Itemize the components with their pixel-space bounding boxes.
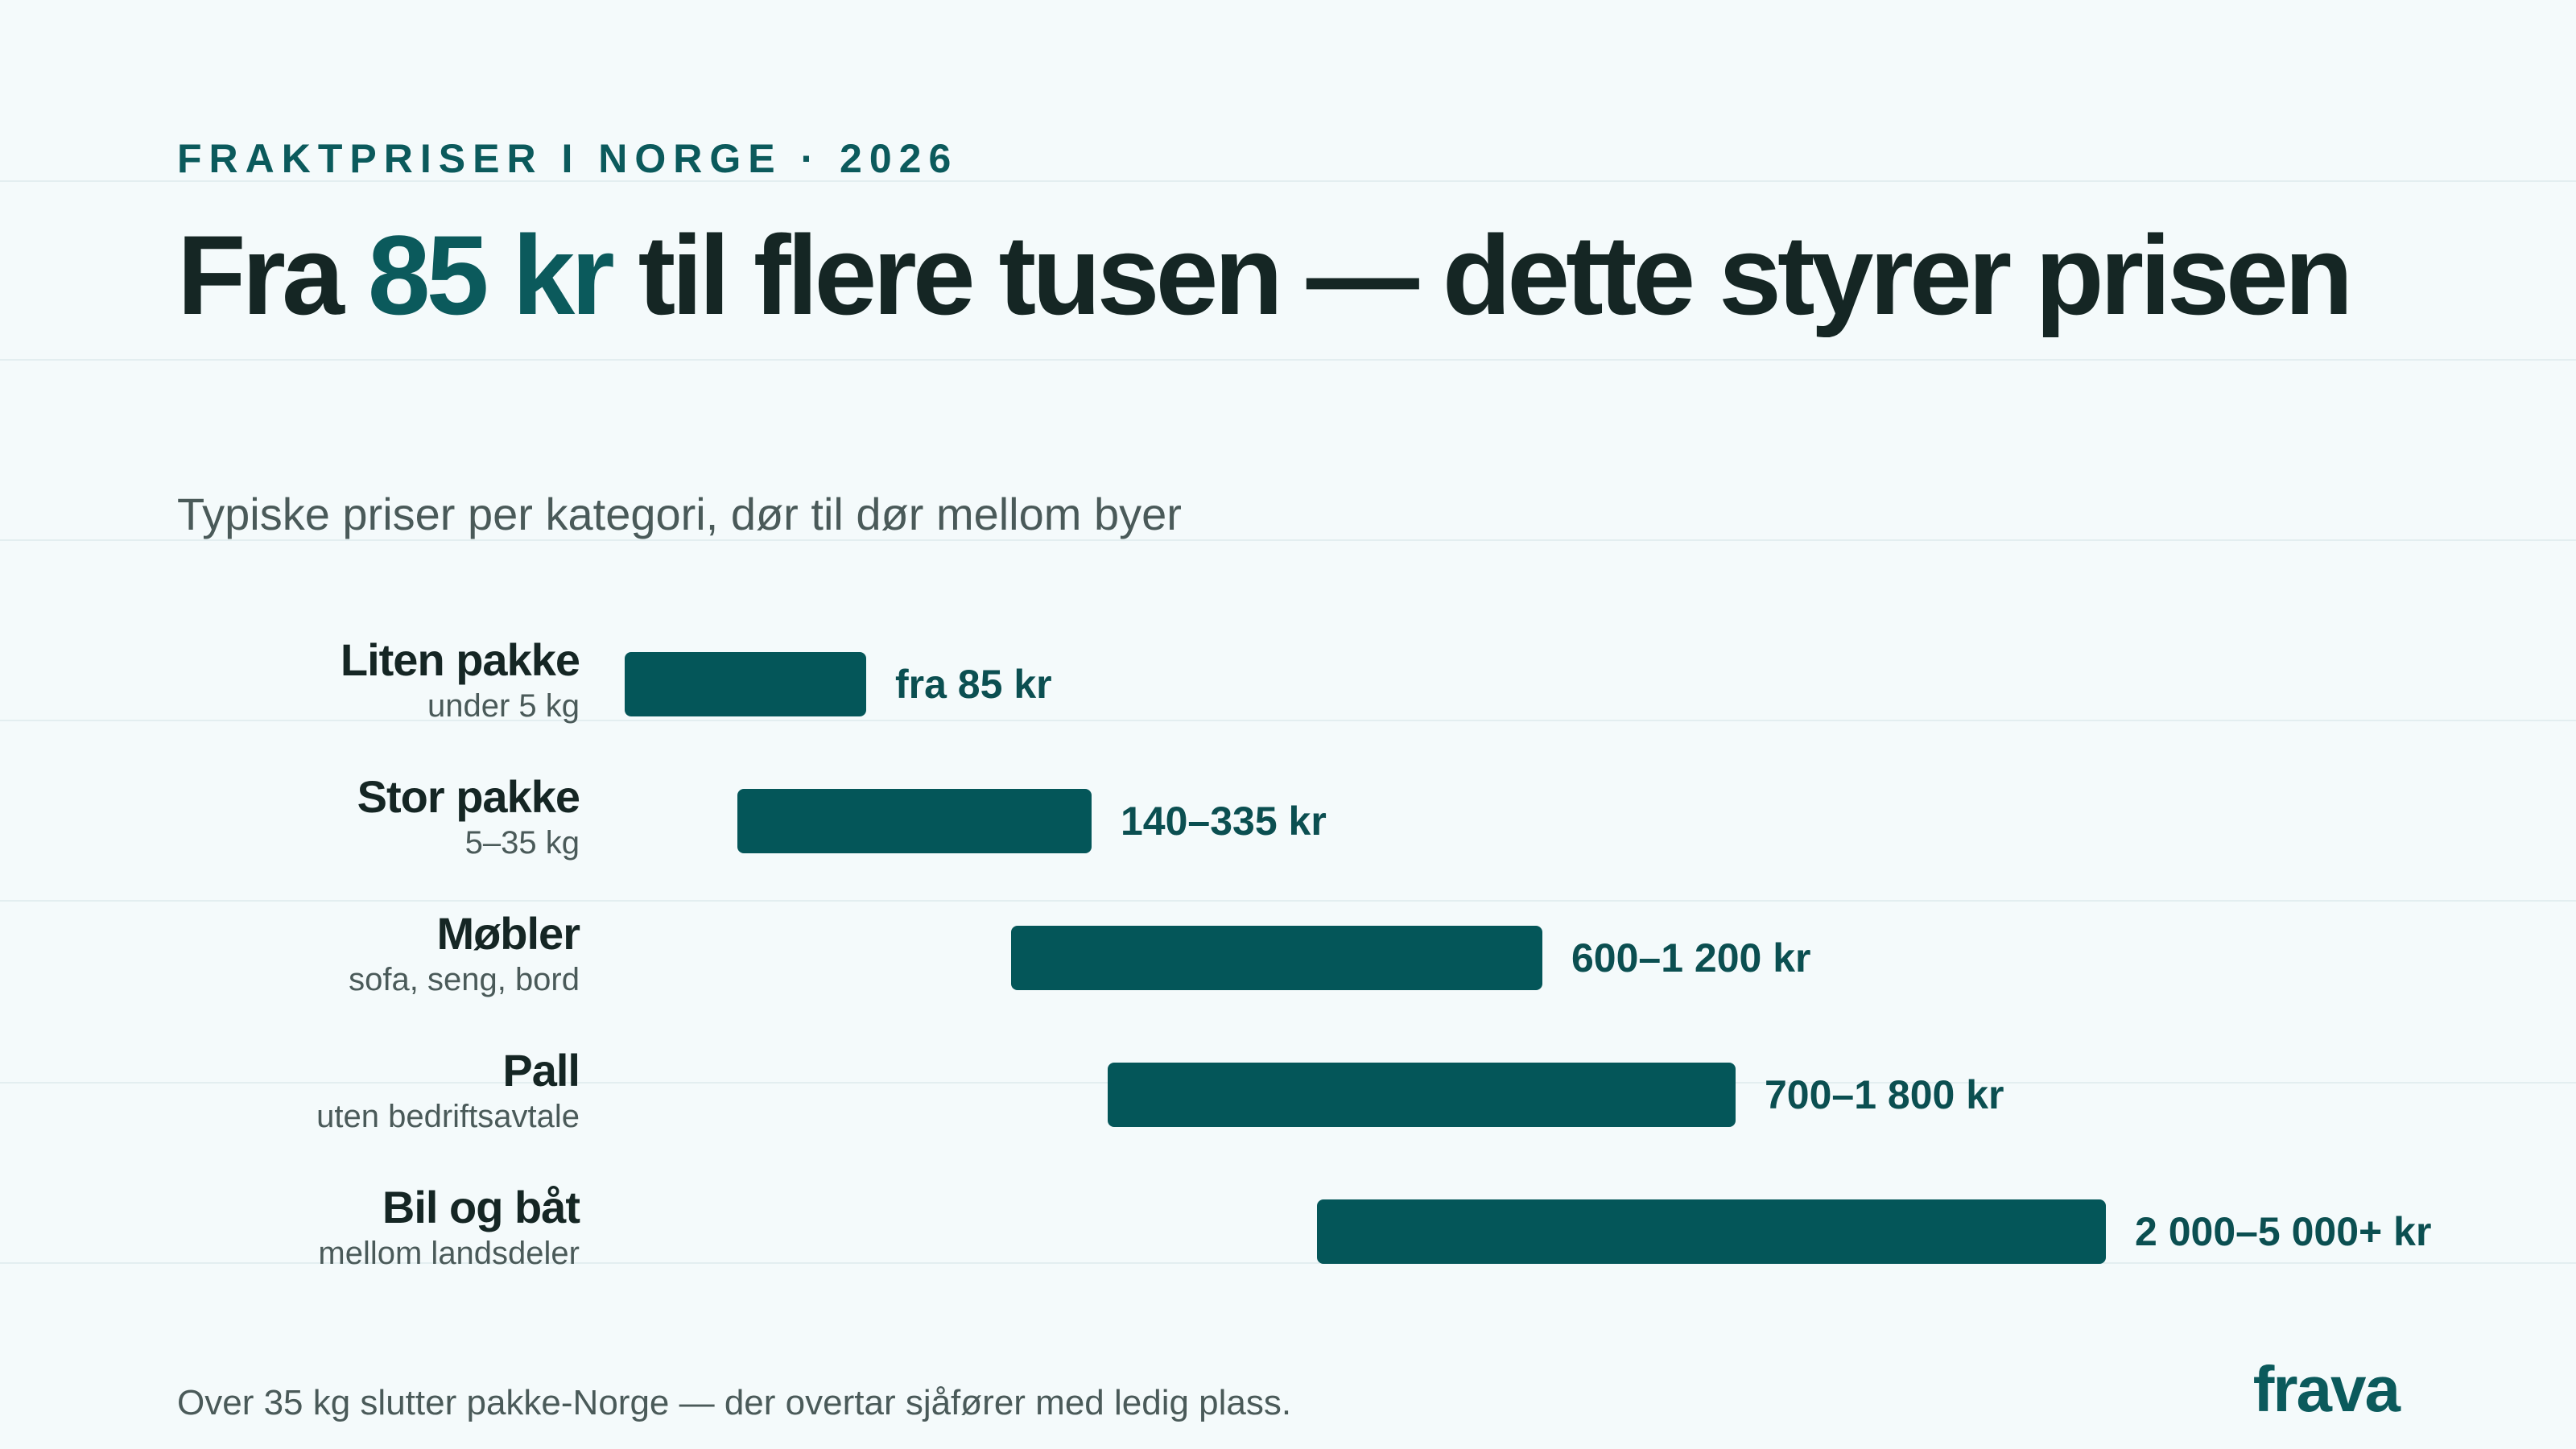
value-label: 2 000–5 000+ kr [2135,1209,2432,1254]
background-rule [0,1262,2576,1264]
category-label: Møbler sofa, seng, bord [349,908,580,1000]
value-label: 700–1 800 kr [1765,1072,2004,1117]
background-rule [0,359,2576,361]
value-label: 600–1 200 kr [1571,935,1811,980]
value-label: fra 85 kr [895,662,1052,707]
background-rule [0,180,2576,182]
headline-part-1: Fra [177,212,368,338]
chart-row: Møbler sofa, seng, bord 600–1 200 kr [0,886,2576,1022]
category-description: uten bedriftsavtale [316,1099,580,1134]
headline-accent: 85 kr [367,212,615,338]
eyebrow-label: FRAKTPRISER I NORGE · 2026 [177,136,959,181]
subtitle: Typiske priser per kategori, dør til dør… [177,489,1182,539]
range-bar [1317,1199,2106,1264]
category-description: sofa, seng, bord [349,962,580,997]
headline: Fra 85 kr til flere tusen — dette styrer… [177,211,2354,340]
background-rule [0,539,2576,541]
category-name: Møbler [436,908,580,959]
category-description: under 5 kg [427,688,580,724]
category-description: 5–35 kg [464,825,580,861]
range-bar [1011,926,1542,990]
category-description: mellom landsdeler [318,1236,580,1271]
category-label: Pall uten bedriftsavtale [316,1045,580,1137]
chart-row: Liten pakke under 5 kg fra 85 kr [0,612,2576,749]
chart-row: Stor pakke 5–35 kg 140–335 kr [0,749,2576,886]
background-rule [0,720,2576,721]
price-range-chart: Liten pakke under 5 kg fra 85 kr Stor pakke… [0,612,2576,1304]
range-bar [737,789,1092,853]
category-name: Liten pakke [340,634,580,685]
range-bar [625,652,866,716]
category-label: Bil og båt mellom landsdeler [318,1182,580,1274]
footnote: Over 35 kg slutter pakke-Norge — der ove… [177,1383,1292,1422]
chart-row: Pall uten bedriftsavtale 700–1 800 kr [0,1022,2576,1159]
category-name: Bil og båt [382,1182,580,1232]
category-label: Stor pakke 5–35 kg [357,771,580,863]
headline-part-2: til flere tusen — dette styrer prisen [610,212,2354,338]
category-label: Liten pakke under 5 kg [341,634,580,726]
chart-row: Bil og båt mellom landsdeler 2 000–5 000+ … [0,1159,2576,1296]
category-name: Stor pakke [357,771,580,822]
range-bar [1108,1063,1736,1127]
value-label: 140–335 kr [1121,799,1327,844]
frava-logo: frava [2252,1353,2401,1425]
category-name: Pall [502,1045,580,1096]
background-rule [0,900,2576,902]
